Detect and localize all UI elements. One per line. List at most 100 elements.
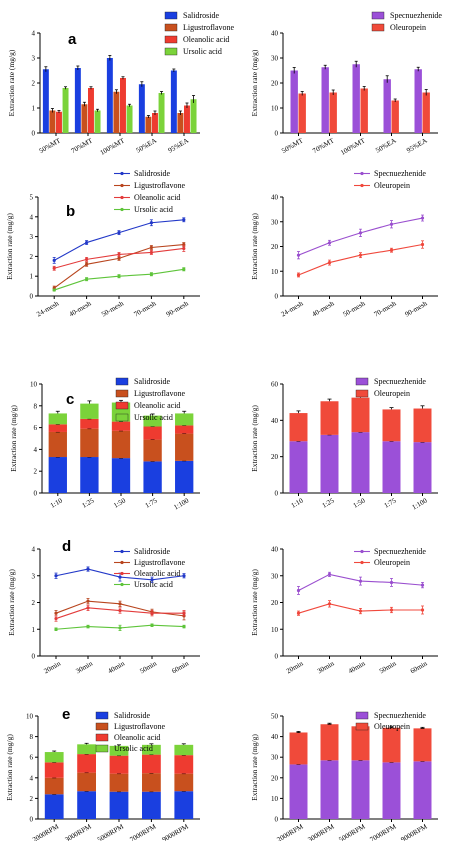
stacked-bar-segment	[48, 431, 67, 458]
stacked-bar-segment	[111, 430, 131, 459]
panel-label: e	[62, 706, 70, 723]
legend: Salidroside Ligustroflavone Oleanolic acid…	[114, 547, 186, 589]
x-tick-label: 20min	[285, 659, 305, 675]
y-tick-label: 4	[30, 774, 34, 782]
stacked-bar-segment	[44, 762, 64, 778]
y-tick-label: 2	[32, 80, 36, 88]
legend-marker	[120, 571, 124, 576]
legend-swatch	[164, 11, 178, 20]
y-tick-label: 5	[30, 194, 34, 202]
stacked-bar-segment	[80, 403, 99, 419]
bar	[74, 68, 81, 133]
y-tick-label: 50	[271, 713, 279, 721]
stacked-bar-segment	[413, 408, 432, 443]
legend: Specnuezhenide Oleuropein	[354, 169, 426, 190]
x-tick-label: 70%MT	[311, 136, 336, 155]
y-tick-label: 0	[275, 653, 279, 661]
legend-swatch	[115, 413, 129, 422]
y-tick-label: 3	[30, 233, 34, 241]
x-tick-label: 70%MT	[70, 136, 95, 155]
legend-swatch	[355, 711, 369, 720]
legend-label: Ursolic acid	[183, 47, 222, 56]
y-tick-label: 8	[30, 733, 34, 741]
legend: Salidroside Ligustroflavone Oleanolic acid…	[95, 711, 166, 753]
y-tick-label: 8	[34, 402, 38, 410]
stacked-bar-segment	[111, 458, 131, 493]
legend-swatch	[95, 722, 109, 731]
y-axis-label: Extraction rate (mg/g)	[9, 405, 18, 472]
y-tick-label: 4	[32, 30, 36, 38]
y-tick-label: 4	[30, 213, 34, 221]
stacked-bar-segment	[48, 424, 67, 432]
y-tick-label: 2	[34, 468, 38, 476]
stacked-bar-segment	[175, 433, 194, 461]
stacked-bar-segment	[320, 760, 339, 819]
y-tick-label: 2	[30, 795, 34, 803]
bar	[138, 84, 145, 133]
chart-e-right: 0 10 20 30 40 50 Extraction rate (mg/g) 2000RPM…	[250, 711, 438, 841]
x-tick-label: 70-mesh	[133, 299, 158, 318]
bar	[414, 69, 422, 133]
panel-label: c	[66, 391, 74, 408]
y-tick-label: 40	[271, 733, 279, 741]
y-axis-label: Extraction rate (mg/g)	[7, 569, 16, 636]
stacked-bar-segment	[413, 761, 432, 819]
stacked-bar-segment	[351, 760, 370, 819]
y-tick-label: 6	[34, 424, 38, 432]
chart-c-right: 0 20 40 60 Extraction rate (mg/g) 1:10 1:25 1:5…	[250, 377, 438, 511]
stacked-bar-segment	[77, 791, 96, 819]
x-tick-label: 30min	[316, 659, 336, 675]
bar	[120, 78, 126, 133]
x-tick-label: 50%EA	[135, 137, 158, 155]
stacked-bar-segment	[351, 432, 370, 493]
bar	[158, 93, 165, 133]
stacked-bar-segment	[351, 726, 370, 761]
y-tick-label: 10	[271, 795, 279, 803]
chart-b-left: 0 1 2 3 4 5 Extraction rate (mg/g) 24-mesh 40-me…	[5, 169, 200, 319]
y-tick-label: 10	[26, 713, 34, 721]
legend: Salidroside Ligustroflavone Oleanolic acid…	[115, 377, 186, 422]
legend: Salidroside Ligustroflavone Oleanolic acid…	[164, 11, 235, 56]
y-tick-label: 0	[275, 293, 279, 301]
y-tick-label: 20	[271, 80, 279, 88]
y-tick-label: 4	[32, 546, 36, 554]
x-tick-label: 100%MT	[99, 136, 127, 157]
y-axis-label: Extraction rate (mg/g)	[250, 213, 259, 280]
stacked-bar-segment	[80, 418, 99, 429]
stacked-bar-segment	[351, 397, 370, 433]
legend-marker	[120, 171, 124, 176]
bar	[113, 91, 120, 133]
y-tick-label: 2	[30, 253, 34, 261]
x-tick-label: 50-mesh	[100, 299, 125, 318]
chart-a-left: 0 1 2 3 4 Extraction rate (mg/g) 50%MT 70%MT 100…	[7, 11, 235, 157]
x-tick-label: 1:10	[290, 496, 305, 509]
x-tick-label: 60min	[171, 659, 191, 675]
y-tick-label: 0	[32, 653, 36, 661]
stacked-bar-segment	[48, 413, 67, 425]
legend-label: Ursolic acid	[134, 580, 173, 589]
bar	[94, 110, 101, 133]
stacked-bar-segment	[382, 409, 401, 442]
chart-c-left: 0 2 4 6 8 10 Extraction rate (mg/g) 1:10 1:25 1:5…	[9, 377, 200, 511]
legend-swatch	[115, 377, 129, 386]
stacked-bar-segment	[289, 732, 308, 765]
x-tick-label: 1:10	[49, 496, 64, 509]
legend-swatch	[164, 47, 178, 56]
stacked-bar-segment	[142, 791, 161, 819]
legend-label: Oleuropein	[374, 181, 410, 190]
series-line	[54, 268, 184, 291]
y-tick-label: 40	[271, 194, 279, 202]
stacked-bar-segment	[109, 773, 129, 792]
legend-label: Salidroside	[183, 11, 219, 20]
stacked-bar-segment	[289, 764, 308, 819]
bar	[152, 113, 158, 133]
y-tick-label: 30	[271, 572, 279, 580]
bar	[126, 105, 133, 133]
legend-label: Ligustroflavone	[134, 558, 186, 567]
x-tick-label: 3000RPM	[64, 822, 94, 841]
legend-label: Ligustroflavone	[114, 722, 166, 731]
y-tick-label: 10	[271, 626, 279, 634]
bar	[88, 88, 94, 133]
x-tick-label: 2000RPM	[31, 822, 61, 841]
x-tick-label: 100%MT	[339, 136, 367, 157]
